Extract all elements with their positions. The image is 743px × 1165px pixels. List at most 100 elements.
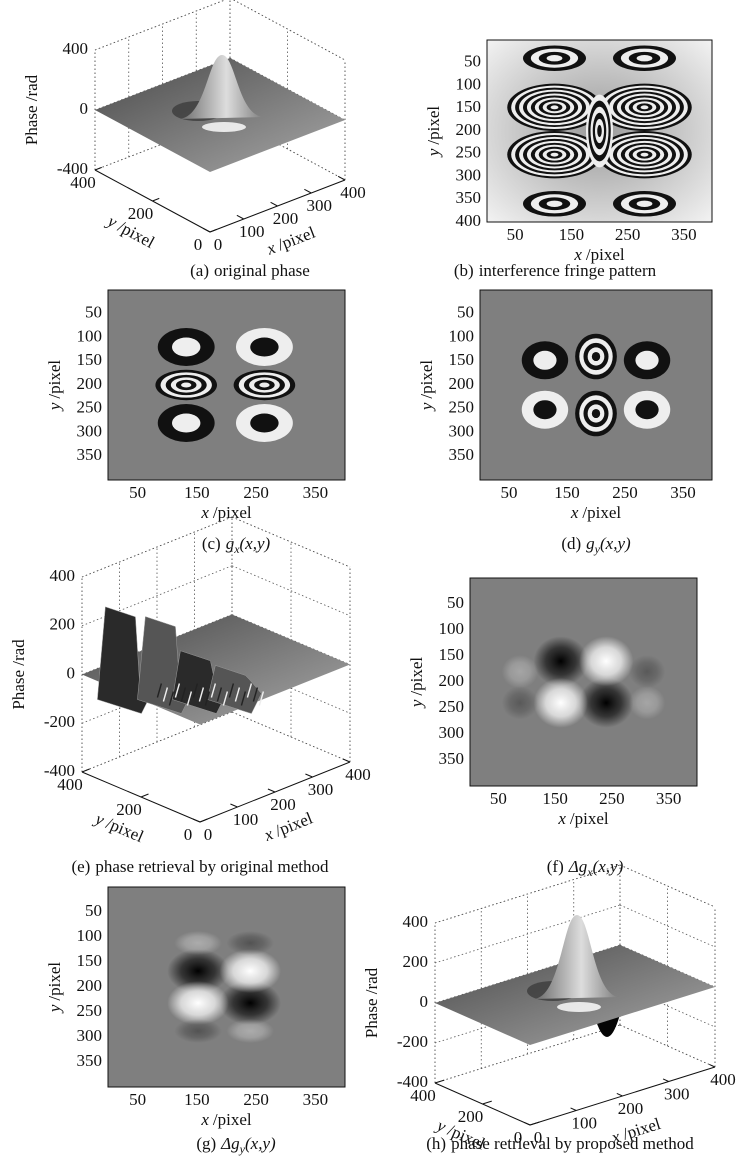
fringe — [641, 105, 649, 109]
tick — [304, 189, 311, 193]
x-tick-label: 150 — [184, 483, 210, 502]
x-tick-label: 50 — [501, 483, 518, 502]
fringe — [597, 125, 602, 137]
y-tick-label: 200 — [77, 976, 103, 995]
panel: 5010015020025030035040050150250350x/pixe… — [424, 40, 712, 280]
panel: 5010015020025030035050150250350x/pixely/… — [45, 887, 345, 1156]
image-background — [108, 887, 345, 1087]
y-tick-label: 200 — [449, 374, 475, 393]
x-tick-label: 300 — [664, 1084, 690, 1103]
z-axis-label: Phase /rad — [22, 74, 41, 145]
faint-lobe — [629, 686, 665, 719]
caption-text: phase retrieval by proposed method — [451, 1134, 694, 1153]
z-tick-label: 0 — [80, 99, 89, 118]
x-tick-label: 400 — [345, 765, 371, 784]
faint-lobe — [502, 686, 538, 719]
x-tick-label: 150 — [554, 483, 580, 502]
y-tick-label: 50 — [457, 303, 474, 322]
x-tick-label: 200 — [270, 795, 296, 814]
axis-unit: /pixel — [45, 962, 64, 1001]
tick — [571, 1108, 577, 1111]
x-tick-label: 350 — [656, 789, 682, 808]
tick — [617, 1093, 623, 1096]
y-tick-label: 150 — [439, 645, 465, 664]
z-tick-label: 400 — [50, 566, 76, 585]
axis-unit: /pixel — [570, 809, 609, 828]
caption: (g)Δgy(x,y) — [196, 1134, 276, 1156]
axis-label: y/pixel — [424, 106, 443, 159]
image-background — [108, 290, 345, 480]
caption: (c)gx(x,y) — [202, 534, 271, 556]
tick — [82, 769, 90, 772]
z-axis-label: Phase /rad — [362, 967, 381, 1038]
dip-highlight — [202, 122, 246, 132]
x-tick-label: 50 — [490, 789, 507, 808]
fringe — [181, 382, 191, 387]
caption: (d)gy(x,y) — [561, 534, 631, 556]
x-tick-label: 250 — [243, 483, 269, 502]
axis-label: x/pixel — [263, 223, 318, 259]
image — [108, 887, 345, 1087]
y-tick-label: 0 — [184, 825, 193, 844]
caption-arguments: (x,y) — [245, 1134, 276, 1153]
caption-symbol: Δg — [220, 1134, 239, 1153]
y-tick-label: 200 — [439, 671, 465, 690]
y-tick-label: 300 — [456, 165, 482, 184]
y-tick-label: 150 — [456, 97, 482, 116]
caption: (b)interference fringe pattern — [454, 261, 657, 280]
caption-arguments: (x,y) — [600, 534, 631, 553]
tick — [343, 759, 350, 762]
caption-label: (h) — [426, 1134, 446, 1153]
x-tick-label: 300 — [307, 196, 333, 215]
panel: 5010015020025030035050150250350x/pixely/… — [45, 290, 345, 556]
tick — [338, 176, 345, 180]
y-tick-label: 350 — [77, 445, 103, 464]
caption-text: phase retrieval by original method — [95, 857, 329, 876]
y-tick-label: 350 — [439, 749, 465, 768]
x-tick-label: 350 — [670, 483, 696, 502]
y-tick-label: 400 — [456, 211, 482, 230]
axis-label: y/pixel — [45, 962, 64, 1015]
tick — [663, 1079, 669, 1082]
fringe — [250, 338, 278, 357]
faint-lobe — [174, 1019, 221, 1043]
axis-unit: /pixel — [417, 360, 436, 399]
caption: (h) phase retrieval by proposed method — [426, 1134, 694, 1153]
wall-edge — [230, 0, 345, 60]
axis-label: x/pixel — [200, 503, 252, 522]
y-tick-label: 150 — [77, 951, 103, 970]
y-tick-label: 200 — [77, 374, 103, 393]
y-tick-label: 100 — [77, 926, 103, 945]
axis-variable: y — [417, 402, 436, 412]
image — [487, 40, 712, 222]
y-tick-label: 200 — [116, 800, 142, 819]
figure: 4000-40001002003004004002000Phase /rady/… — [0, 0, 743, 1165]
x-tick-label: 250 — [612, 483, 638, 502]
axis-variable: y — [407, 699, 426, 709]
caption-label: (c) — [202, 534, 221, 553]
x-tick-label: 50 — [507, 225, 524, 244]
z-axis-label: Phase /rad — [9, 639, 28, 710]
panel: 5010015020025030035050150250350x/pixely/… — [417, 290, 712, 556]
axis-unit: /pixel — [213, 1110, 252, 1129]
axis-variable: y — [424, 148, 443, 158]
image — [108, 290, 345, 480]
faint-lobe — [629, 655, 665, 688]
x-tick-label: 350 — [303, 483, 329, 502]
x-tick-label: 250 — [615, 225, 641, 244]
y-tick-label: 100 — [449, 326, 475, 345]
fringe — [250, 414, 278, 433]
light-lobe — [167, 981, 229, 1025]
axis-label: x/pixel — [200, 1110, 252, 1129]
faint-lobe — [174, 931, 221, 955]
fringe — [547, 201, 563, 207]
tick — [153, 198, 160, 201]
caption-label: (b) — [454, 261, 474, 280]
axis-variable: x — [200, 1110, 209, 1129]
tick — [230, 804, 237, 807]
y-tick-label: 250 — [456, 143, 482, 162]
y-tick-label: 350 — [449, 445, 475, 464]
caption-label: (f) — [547, 857, 564, 876]
fringe — [172, 338, 200, 357]
axis-variable: x — [200, 503, 209, 522]
